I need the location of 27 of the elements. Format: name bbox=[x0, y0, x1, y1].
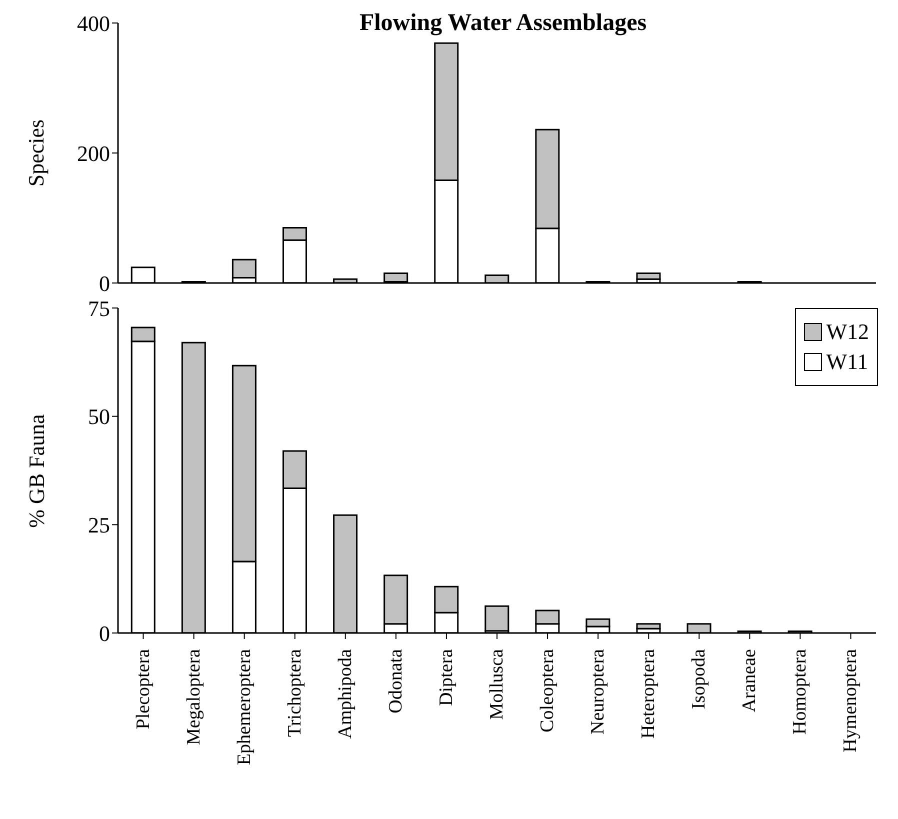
y-tick-label: 0 bbox=[99, 620, 110, 646]
y-tick-label: 50 bbox=[88, 404, 110, 430]
y-tick-label: 25 bbox=[88, 512, 110, 538]
x-tick-label: Coleoptera bbox=[537, 648, 558, 732]
y-axis-title: % GB Fauna bbox=[24, 414, 50, 528]
legend-label: W12 bbox=[826, 319, 869, 345]
x-tick-label: Amphipoda bbox=[334, 648, 356, 739]
y-axis-title: Species bbox=[24, 119, 50, 187]
x-tick-label: Ephemeroptera bbox=[234, 648, 255, 766]
x-tick-label: Trichoptera bbox=[284, 648, 306, 737]
x-tick-label: Heteroptera bbox=[638, 648, 660, 739]
x-tick-label: Isopoda bbox=[688, 648, 710, 710]
x-tick-label: Megaloptera bbox=[183, 648, 204, 746]
y-tick-label: 200 bbox=[77, 140, 110, 166]
x-tick-label: Odonata bbox=[385, 648, 406, 714]
x-tick-label: Neuroptera bbox=[588, 648, 609, 734]
x-tick-label: Mollusca bbox=[486, 648, 508, 720]
x-tick-label: Diptera bbox=[436, 648, 457, 706]
legend-label: W11 bbox=[826, 349, 868, 375]
x-tick-label: Homoptera bbox=[790, 648, 811, 734]
x-tick-label: Plecoptera bbox=[132, 648, 154, 730]
chart-title: Flowing Water Assemblages bbox=[358, 10, 648, 37]
y-tick-label: 0 bbox=[99, 270, 110, 296]
y-tick-label: 400 bbox=[77, 10, 110, 36]
y-tick-label: 75 bbox=[88, 296, 110, 321]
x-tick-label: Araneae bbox=[739, 649, 760, 712]
x-tick-label: Hymenoptera bbox=[840, 648, 862, 752]
